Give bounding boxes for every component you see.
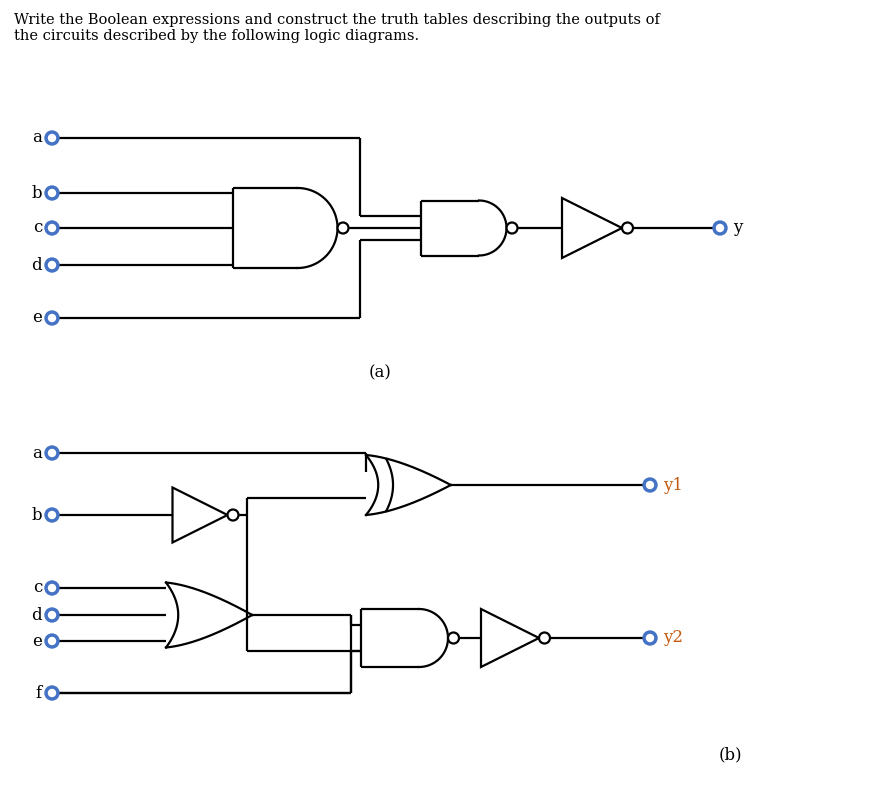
Text: (a): (a) xyxy=(369,365,392,381)
Circle shape xyxy=(45,131,59,145)
Circle shape xyxy=(45,686,59,700)
Circle shape xyxy=(338,223,348,233)
Circle shape xyxy=(48,262,55,269)
Circle shape xyxy=(45,221,59,235)
Circle shape xyxy=(48,638,55,645)
Text: d: d xyxy=(32,607,42,623)
Text: a: a xyxy=(33,445,42,462)
Text: e: e xyxy=(33,309,42,327)
Circle shape xyxy=(48,190,55,197)
Circle shape xyxy=(647,481,654,488)
Text: b: b xyxy=(32,507,42,523)
Circle shape xyxy=(45,508,59,522)
Text: y2: y2 xyxy=(663,630,683,646)
Text: (b): (b) xyxy=(718,746,742,764)
Text: e: e xyxy=(33,633,42,649)
Circle shape xyxy=(48,511,55,519)
Circle shape xyxy=(48,315,55,321)
Circle shape xyxy=(647,634,654,642)
Text: d: d xyxy=(32,256,42,274)
Text: y1: y1 xyxy=(663,477,683,493)
Circle shape xyxy=(643,478,657,492)
Text: Write the Boolean expressions and construct the truth tables describing the outp: Write the Boolean expressions and constr… xyxy=(14,13,660,43)
Circle shape xyxy=(228,509,238,520)
Circle shape xyxy=(45,186,59,200)
Circle shape xyxy=(643,631,657,645)
Circle shape xyxy=(539,633,550,643)
Text: f: f xyxy=(36,684,42,702)
Text: y: y xyxy=(733,220,743,236)
Circle shape xyxy=(448,633,459,643)
Circle shape xyxy=(48,224,55,232)
Circle shape xyxy=(48,584,55,592)
Circle shape xyxy=(713,221,727,235)
Text: c: c xyxy=(33,580,42,596)
Circle shape xyxy=(507,223,517,233)
Circle shape xyxy=(45,634,59,648)
Text: c: c xyxy=(33,220,42,236)
Circle shape xyxy=(45,608,59,622)
Text: b: b xyxy=(32,185,42,201)
Circle shape xyxy=(45,446,59,460)
Text: a: a xyxy=(33,129,42,147)
Circle shape xyxy=(48,450,55,457)
Circle shape xyxy=(622,223,633,233)
Circle shape xyxy=(48,689,55,696)
Circle shape xyxy=(45,258,59,272)
Circle shape xyxy=(48,135,55,141)
Circle shape xyxy=(45,581,59,595)
Circle shape xyxy=(716,224,723,232)
Circle shape xyxy=(45,311,59,325)
Circle shape xyxy=(48,611,55,619)
